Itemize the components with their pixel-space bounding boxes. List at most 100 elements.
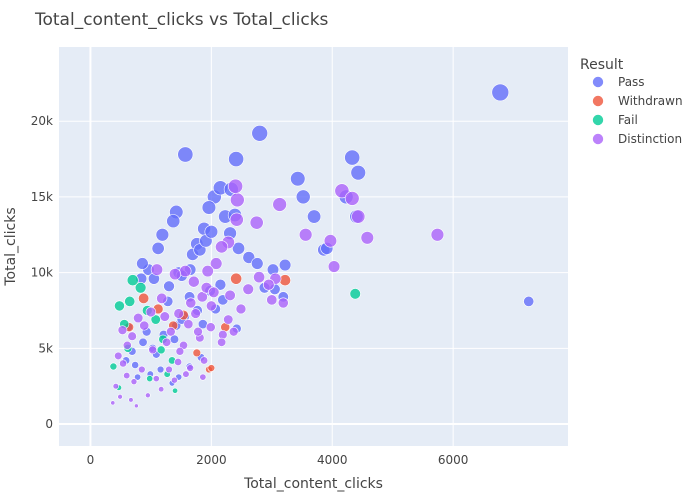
data-point[interactable] — [151, 241, 165, 255]
data-point[interactable] — [138, 292, 150, 304]
data-point[interactable] — [136, 257, 149, 270]
data-point[interactable] — [138, 337, 148, 347]
data-point[interactable] — [187, 275, 200, 288]
data-point[interactable] — [430, 228, 445, 242]
data-point[interactable] — [360, 231, 374, 245]
data-point[interactable] — [185, 297, 197, 309]
data-point[interactable] — [117, 394, 123, 400]
data-point[interactable] — [242, 251, 256, 264]
data-point[interactable] — [207, 364, 216, 372]
data-point[interactable] — [124, 295, 136, 307]
data-point[interactable] — [201, 200, 217, 215]
data-point[interactable] — [162, 337, 172, 347]
data-point[interactable] — [159, 311, 170, 322]
data-point[interactable] — [156, 345, 166, 355]
data-point[interactable] — [186, 364, 194, 372]
data-point[interactable] — [209, 257, 223, 270]
data-point[interactable] — [130, 378, 138, 385]
data-point[interactable] — [156, 365, 165, 374]
data-point[interactable] — [351, 209, 366, 224]
data-point[interactable] — [205, 300, 217, 312]
data-point[interactable] — [349, 288, 361, 300]
data-point[interactable] — [155, 228, 170, 242]
data-point[interactable] — [134, 373, 142, 381]
data-point[interactable] — [272, 197, 287, 212]
data-point[interactable] — [350, 164, 366, 181]
data-point[interactable] — [109, 362, 118, 371]
data-point[interactable] — [290, 171, 306, 187]
data-point[interactable] — [193, 243, 207, 257]
data-point[interactable] — [174, 357, 183, 366]
data-point[interactable] — [230, 272, 243, 285]
data-point[interactable] — [228, 178, 244, 194]
data-point[interactable] — [146, 375, 154, 383]
legend-item-fail[interactable]: Fail — [592, 113, 638, 127]
data-point[interactable] — [173, 308, 184, 319]
data-point[interactable] — [119, 359, 128, 368]
data-point[interactable] — [122, 340, 132, 350]
data-point[interactable] — [114, 300, 125, 312]
data-point[interactable] — [158, 386, 165, 393]
data-point[interactable] — [278, 258, 292, 272]
data-point[interactable] — [229, 212, 244, 227]
data-point[interactable] — [169, 334, 180, 344]
data-point[interactable] — [224, 289, 236, 301]
data-point[interactable] — [205, 322, 216, 333]
data-point[interactable] — [172, 387, 179, 394]
data-point[interactable] — [215, 240, 229, 254]
data-point[interactable] — [298, 228, 313, 242]
data-point[interactable] — [177, 146, 194, 163]
data-point[interactable] — [523, 295, 535, 307]
data-point[interactable] — [169, 268, 182, 281]
data-point[interactable] — [218, 329, 228, 340]
data-point[interactable] — [204, 224, 219, 239]
data-point[interactable] — [279, 274, 291, 287]
data-point[interactable] — [112, 383, 119, 390]
data-point[interactable] — [201, 265, 214, 278]
data-point[interactable] — [344, 191, 360, 206]
data-point[interactable] — [193, 326, 203, 337]
data-point[interactable] — [295, 189, 311, 205]
data-point[interactable] — [262, 278, 275, 291]
data-point[interactable] — [242, 283, 254, 295]
data-point[interactable] — [171, 376, 178, 384]
data-point[interactable] — [127, 331, 137, 341]
data-point[interactable] — [182, 370, 190, 378]
data-point[interactable] — [179, 265, 192, 278]
data-point[interactable] — [138, 365, 146, 374]
data-point[interactable] — [190, 308, 201, 319]
data-point[interactable] — [145, 392, 151, 399]
data-point[interactable] — [200, 356, 209, 365]
data-point[interactable] — [344, 149, 361, 166]
data-point[interactable] — [307, 209, 322, 224]
data-point[interactable] — [114, 351, 123, 361]
data-point[interactable] — [148, 345, 158, 355]
data-point[interactable] — [235, 303, 247, 315]
data-point[interactable] — [165, 365, 173, 374]
data-point[interactable] — [192, 348, 202, 358]
data-point[interactable] — [223, 314, 234, 325]
data-point[interactable] — [199, 373, 207, 381]
data-point[interactable] — [277, 297, 289, 309]
data-point[interactable] — [228, 151, 245, 167]
data-point[interactable] — [266, 294, 278, 306]
data-point[interactable] — [139, 320, 150, 331]
data-point[interactable] — [249, 215, 264, 230]
data-point[interactable] — [150, 314, 161, 325]
data-point[interactable] — [156, 292, 168, 304]
data-point[interactable] — [166, 214, 181, 229]
data-point[interactable] — [152, 375, 160, 383]
legend-item-withdrawn[interactable]: Withdrawn — [592, 94, 683, 108]
legend-item-distinction[interactable]: Distinction — [592, 132, 683, 146]
data-point[interactable] — [134, 282, 147, 294]
data-point[interactable] — [334, 183, 350, 199]
data-point[interactable] — [323, 234, 338, 248]
data-point[interactable] — [251, 125, 268, 142]
data-point[interactable] — [145, 306, 157, 318]
data-point[interactable] — [253, 271, 266, 284]
data-point[interactable] — [134, 403, 139, 409]
data-point[interactable] — [126, 274, 139, 287]
data-point[interactable] — [117, 325, 128, 335]
data-point[interactable] — [251, 257, 264, 270]
data-point[interactable] — [123, 372, 131, 380]
